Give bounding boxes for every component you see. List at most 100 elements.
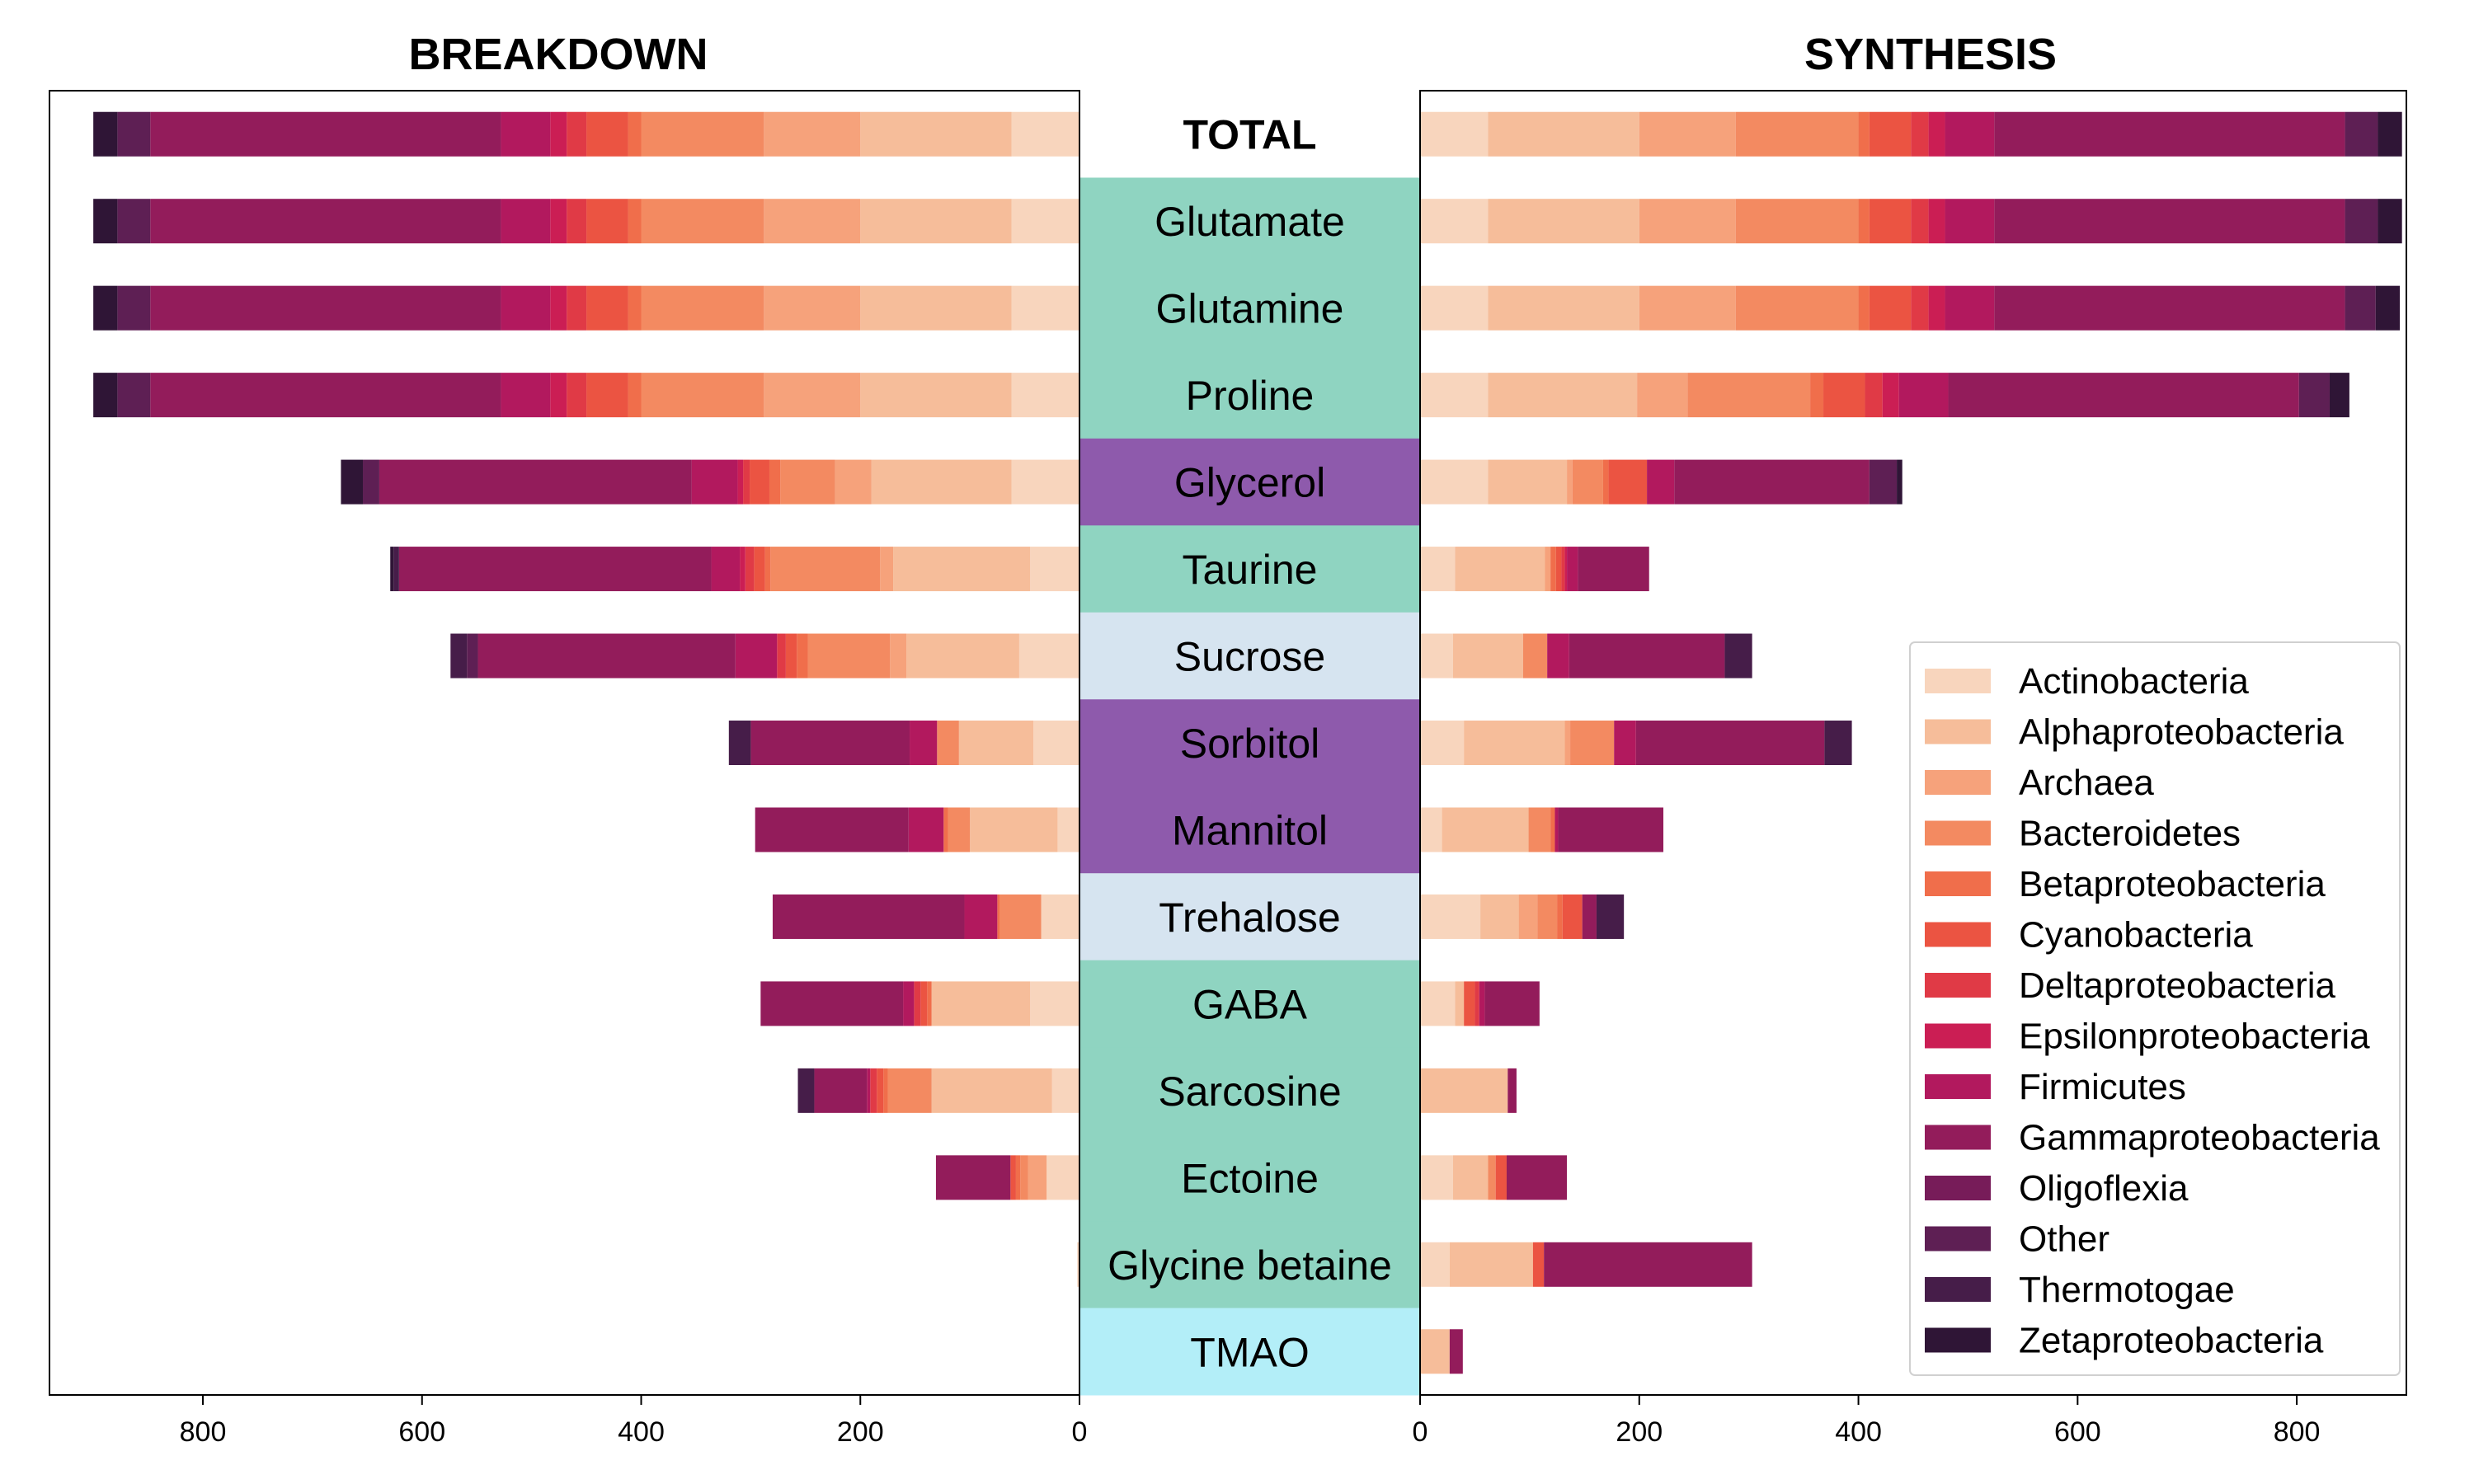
synthesis-bar-glutamate-actinobacteria <box>1420 199 1489 244</box>
synthesis-bar-glycine-betaine-alphaproteobacteria <box>1449 1242 1533 1287</box>
legend-swatch-thermotogae <box>1925 1277 1991 1302</box>
breakdown-bar-glutamate-archaea <box>764 199 861 244</box>
breakdown-bar-glutamate-alphaproteobacteria <box>860 199 1012 244</box>
breakdown-bar-gaba-firmicutes <box>903 981 915 1026</box>
synthesis-bar-sorbitol-archaea <box>1564 721 1571 765</box>
breakdown-bar-proline-firmicutes <box>501 373 551 418</box>
breakdown-bar-total-bacteroidetes <box>641 111 764 157</box>
synthesis-bar-glutamine-archaea <box>1639 285 1736 331</box>
breakdown-bar-ectoine-cyanobacteria <box>1010 1155 1016 1200</box>
breakdown-bar-glutamine-other <box>117 285 151 331</box>
synthesis-bar-taurine-alphaproteobacteria <box>1455 547 1545 592</box>
legend-label-actinobacteria: Actinobacteria <box>2019 661 2249 702</box>
legend-swatch-archaea <box>1925 770 1991 795</box>
synthesis-bar-trehalose-gammaproteobacteria <box>1582 894 1597 939</box>
synthesis-tick-label-0: 0 <box>1413 1416 1428 1448</box>
synthesis-bar-sucrose-firmicutes <box>1547 633 1569 679</box>
legend-swatch-firmicutes <box>1925 1074 1991 1099</box>
breakdown-bar-sucrose-firmicutes <box>735 633 778 679</box>
synthesis-bar-glycerol-zetaproteobacteria <box>1897 459 1903 505</box>
synthesis-bar-glutamine-betaproteobacteria <box>1858 285 1870 331</box>
synthesis-bar-trehalose-archaea <box>1518 894 1538 939</box>
breakdown-bar-taurine-zetaproteobacteria <box>390 547 394 592</box>
category-labels: TOTAL Glutamate Glutamine Proline Glycerol Ta… <box>1108 112 1392 1376</box>
breakdown-bar-sorbitol-actinobacteria <box>1033 721 1079 765</box>
synthesis-bar-proline-actinobacteria <box>1420 373 1489 418</box>
synthesis-bar-glycerol-actinobacteria <box>1420 459 1489 505</box>
breakdown-bar-sucrose-actinobacteria <box>1018 633 1079 679</box>
breakdown-bar-trehalose-gammaproteobacteria <box>772 894 965 939</box>
synthesis-bar-glutamine-bacteroidetes <box>1735 285 1859 331</box>
synthesis-bar-taurine-firmicutes <box>1567 547 1578 592</box>
synthesis-bar-sucrose-bacteroidetes <box>1522 633 1548 679</box>
breakdown-bar-taurine-epsilonproteobacteria <box>740 547 745 592</box>
breakdown-bar-total-deltaproteobacteria <box>567 111 587 157</box>
synthesis-bar-gaba-firmicutes <box>1479 981 1485 1026</box>
breakdown-bar-glutamate-firmicutes <box>501 199 551 244</box>
synthesis-bar-ectoine-cyanobacteria <box>1495 1155 1507 1200</box>
category-label-sorbitol: Sorbitol <box>1180 721 1320 767</box>
synthesis-bar-sucrose-actinobacteria <box>1420 633 1453 679</box>
breakdown-tick-label-800: 800 <box>180 1416 227 1448</box>
breakdown-bar-mannitol-gammaproteobacteria <box>755 807 909 852</box>
breakdown-bar-sorbitol-firmicutes <box>910 721 938 765</box>
breakdown-tick-label-400: 400 <box>618 1416 665 1448</box>
synthesis-bar-total-alphaproteobacteria <box>1488 111 1639 157</box>
legend-swatch-actinobacteria <box>1925 669 1991 693</box>
synthesis-bar-taurine-archaea <box>1545 547 1551 592</box>
breakdown-bar-total-cyanobacteria <box>586 111 628 157</box>
synthesis-bar-total-deltaproteobacteria <box>1911 111 1929 157</box>
breakdown-bar-glutamate-actinobacteria <box>1011 199 1079 244</box>
legend-frame <box>1909 641 2401 1376</box>
legend-label-oligoflexia: Oligoflexia <box>2019 1168 2189 1209</box>
breakdown-bar-glycerol-epsilonproteobacteria <box>737 459 744 505</box>
breakdown-bar-taurine-bacteroidetes <box>770 547 881 592</box>
breakdown-bar-sucrose-bacteroidetes <box>807 633 891 679</box>
breakdown-tick-label-0: 0 <box>1072 1416 1088 1448</box>
legend-swatch-cyanobacteria <box>1925 922 1991 947</box>
synthesis-bars <box>1420 111 2402 1374</box>
synthesis-bar-glutamate-cyanobacteria <box>1869 199 1912 244</box>
synthesis-tick-label-800: 800 <box>2274 1416 2321 1448</box>
breakdown-bar-total-epsilonproteobacteria <box>550 111 567 157</box>
category-band-glycerol <box>1079 438 1420 526</box>
category-label-glutamate: Glutamate <box>1155 199 1345 245</box>
synthesis-tick-label-200: 200 <box>1616 1416 1663 1448</box>
category-band-ectoine <box>1079 1134 1420 1222</box>
breakdown-bar-taurine-deltaproteobacteria <box>745 547 755 592</box>
synthesis-bar-glycerol-betaproteobacteria <box>1602 459 1609 505</box>
synthesis-bar-gaba-deltaproteobacteria <box>1475 981 1479 1026</box>
synthesis-bar-sorbitol-gammaproteobacteria <box>1635 721 1825 765</box>
synthesis-bar-proline-zetaproteobacteria <box>2329 373 2349 418</box>
breakdown-bar-glycerol-actinobacteria <box>1011 459 1079 505</box>
breakdown-bar-proline-gammaproteobacteria <box>150 373 501 418</box>
breakdown-bar-taurine-gammaproteobacteria <box>398 547 712 592</box>
synthesis-bar-sorbitol-firmicutes <box>1614 721 1636 765</box>
breakdown-bar-glycerol-betaproteobacteria <box>769 459 781 505</box>
synthesis-bar-gaba-cyanobacteria <box>1464 981 1475 1026</box>
synthesis-bar-taurine-actinobacteria <box>1420 547 1456 592</box>
synthesis-bar-ectoine-gammaproteobacteria <box>1506 1155 1568 1200</box>
category-band-tmao <box>1079 1308 1420 1396</box>
legend-label-gammaproteobacteria: Gammaproteobacteria <box>2019 1118 2380 1158</box>
breakdown-bar-sorbitol-alphaproteobacteria <box>958 721 1034 765</box>
synthesis-bar-trehalose-cyanobacteria <box>1562 894 1583 939</box>
synthesis-bar-trehalose-actinobacteria <box>1420 894 1481 939</box>
category-label-trehalose: Trehalose <box>1159 895 1340 941</box>
breakdown-bar-sucrose-cyanobacteria <box>785 633 797 679</box>
synthesis-bar-taurine-deltaproteobacteria <box>1561 547 1565 592</box>
category-label-tmao: TMAO <box>1190 1329 1309 1375</box>
category-label-sucrose: Sucrose <box>1174 634 1325 680</box>
synthesis-bar-total-cyanobacteria <box>1869 111 1912 157</box>
breakdown-bar-glycerol-gammaproteobacteria <box>379 459 692 505</box>
synthesis-bar-glycine-betaine-gammaproteobacteria <box>1544 1242 1752 1287</box>
breakdown-bar-sucrose-archaea <box>890 633 907 679</box>
legend-label-firmicutes: Firmicutes <box>2019 1067 2186 1107</box>
breakdown-bar-taurine-betaproteobacteria <box>764 547 771 592</box>
breakdown-bar-glutamate-zetaproteobacteria <box>93 199 118 244</box>
breakdown-bar-gaba-alphaproteobacteria <box>931 981 1031 1026</box>
synthesis-bar-total-firmicutes <box>1945 111 1995 157</box>
synthesis-bar-trehalose-thermotogae <box>1596 894 1625 939</box>
synthesis-bar-trehalose-alphaproteobacteria <box>1480 894 1519 939</box>
